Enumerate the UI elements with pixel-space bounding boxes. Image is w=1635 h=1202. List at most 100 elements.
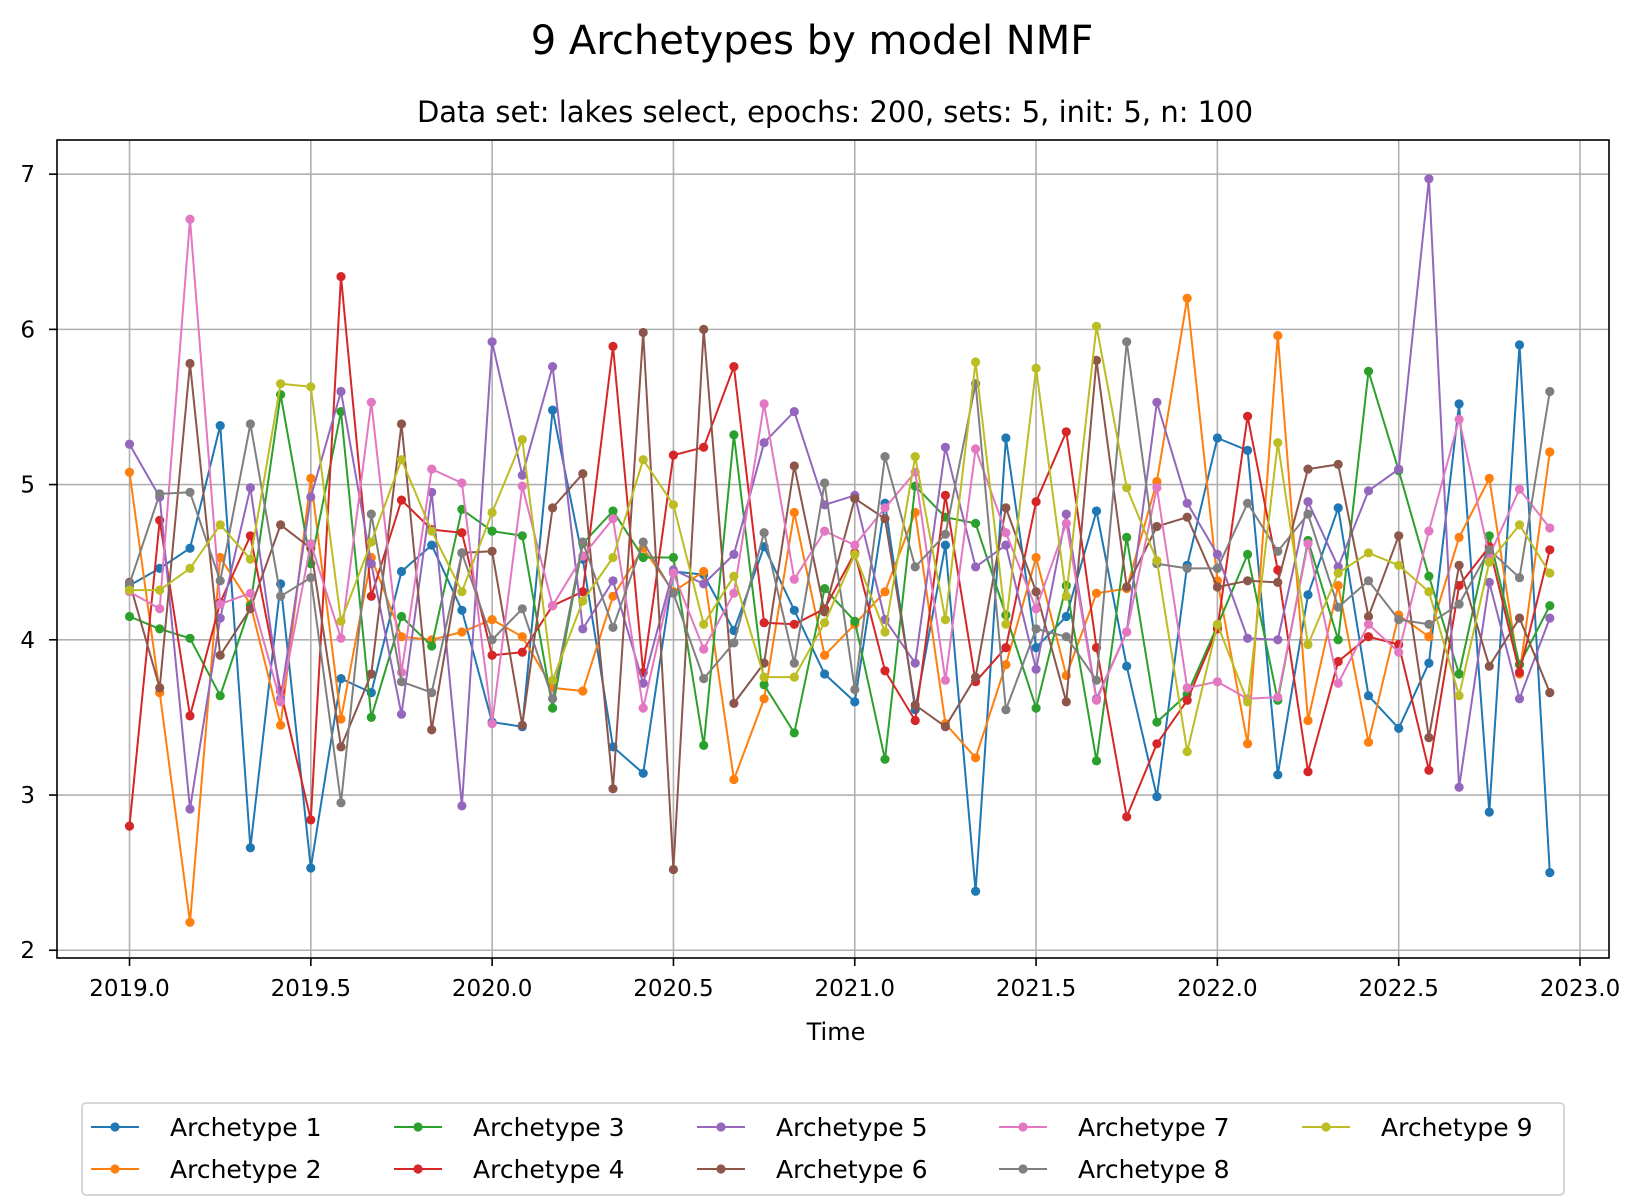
data-point	[1091, 588, 1102, 598]
series-lines	[124, 174, 1555, 927]
data-point	[578, 587, 588, 597]
data-point	[1273, 692, 1283, 702]
data-point	[215, 613, 225, 623]
data-point	[608, 576, 618, 586]
legend-swatch-marker	[716, 1122, 726, 1132]
data-point	[1061, 427, 1071, 437]
data-point	[820, 607, 830, 617]
data-point	[155, 585, 165, 595]
x-tick-label: 2021.5	[996, 976, 1076, 1002]
data-point	[517, 531, 527, 541]
legend-label: Archetype 7	[1078, 1113, 1230, 1142]
series-line	[129, 343, 1551, 893]
data-point	[366, 397, 376, 407]
data-point	[245, 419, 255, 429]
data-point	[1303, 497, 1313, 507]
data-point	[517, 481, 527, 491]
data-point	[880, 666, 890, 676]
data-point	[699, 644, 709, 654]
data-point	[789, 461, 799, 471]
data-point	[1243, 498, 1253, 508]
data-point	[759, 399, 769, 409]
legend-item-archetype-9: Archetype 9	[1302, 1113, 1533, 1142]
legend-swatch-marker	[716, 1164, 726, 1174]
data-point	[940, 490, 951, 500]
y-tick-label: 3	[20, 783, 35, 809]
data-point	[789, 728, 799, 738]
data-point	[1212, 582, 1222, 592]
data-point	[820, 669, 830, 679]
data-point	[1152, 397, 1162, 407]
x-tick-label: 2021.0	[815, 976, 895, 1002]
data-point	[971, 672, 981, 682]
data-point	[276, 591, 286, 601]
data-point	[1061, 697, 1071, 707]
data-point	[548, 362, 558, 372]
data-point	[336, 272, 346, 282]
data-point	[608, 506, 618, 516]
data-point	[1212, 563, 1222, 574]
data-point	[638, 552, 648, 563]
data-point	[1122, 627, 1132, 637]
data-point	[608, 341, 618, 351]
data-point	[306, 573, 316, 583]
data-point	[396, 419, 407, 429]
data-point	[880, 754, 890, 764]
series-archetype-9	[124, 321, 1555, 757]
data-point	[366, 537, 376, 547]
legend-item-archetype-4: Archetype 4	[394, 1155, 625, 1184]
data-point	[1363, 576, 1374, 586]
data-point	[1303, 464, 1313, 474]
data-point	[457, 801, 467, 811]
data-point	[729, 774, 739, 785]
legend-label: Archetype 4	[473, 1155, 625, 1184]
axis-ticks: 2019.0 2019.5 2020.0 2020.5 2021.0 2021.5 2022…	[20, 162, 1620, 1002]
data-point	[1031, 587, 1041, 597]
data-point	[517, 647, 527, 657]
data-point	[336, 674, 346, 684]
data-point	[1333, 580, 1343, 591]
data-point	[215, 691, 225, 701]
data-point	[215, 552, 225, 563]
data-point	[1545, 545, 1555, 555]
data-point	[910, 452, 920, 462]
data-point	[276, 379, 286, 389]
data-point	[759, 438, 769, 448]
legend-swatch-marker	[1321, 1122, 1331, 1132]
data-point	[789, 605, 799, 615]
data-point	[789, 507, 799, 518]
data-point	[910, 562, 920, 572]
legend-swatch-marker	[110, 1122, 120, 1132]
data-point	[1303, 639, 1313, 650]
data-point	[1212, 619, 1222, 629]
data-point	[1394, 464, 1404, 474]
data-point	[668, 552, 679, 563]
data-point	[215, 520, 225, 530]
data-point	[1363, 548, 1374, 558]
chart-subtitle: Data set: lakes select, epochs: 200, set…	[417, 95, 1253, 129]
data-point	[759, 672, 769, 682]
data-point	[1545, 447, 1555, 457]
x-tick-label: 2022.0	[1177, 976, 1257, 1002]
data-point	[548, 675, 558, 685]
data-point	[1031, 604, 1041, 614]
data-point	[276, 720, 286, 730]
data-point	[306, 539, 316, 549]
data-point	[215, 650, 225, 660]
legend-swatch-marker	[1018, 1122, 1028, 1132]
legend-box	[81, 1102, 1565, 1196]
data-point	[427, 526, 437, 536]
data-point	[729, 638, 739, 648]
data-point	[517, 470, 527, 480]
data-point	[124, 467, 135, 477]
data-point	[155, 683, 165, 693]
data-point	[1001, 705, 1011, 715]
legend-item-archetype-8: Archetype 8	[999, 1155, 1230, 1184]
data-point	[759, 618, 769, 628]
data-point	[1394, 560, 1404, 570]
data-point	[1273, 331, 1283, 341]
data-point	[1182, 695, 1192, 705]
data-point	[336, 714, 346, 724]
data-point	[759, 680, 769, 690]
